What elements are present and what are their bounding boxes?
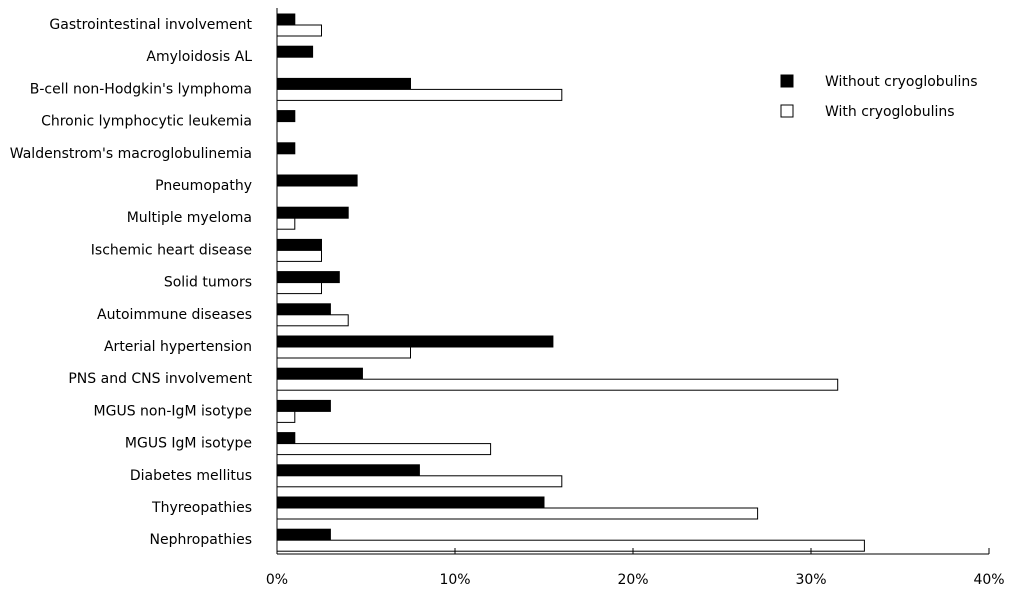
- category-label: Gastrointestinal involvement: [49, 17, 252, 33]
- bar-with-cryoglobulins: [276, 217, 296, 230]
- bar-without-cryoglobulins: [276, 464, 420, 477]
- legend-label: With cryoglobulins: [825, 104, 955, 120]
- legend: Without cryoglobulins With cryoglobulins: [780, 74, 978, 120]
- category-label: Waldenstrom's macroglobulinemia: [10, 146, 252, 162]
- category-label: Amyloidosis AL: [146, 49, 252, 65]
- bar-with-cryoglobulins: [276, 88, 563, 101]
- bar-without-cryoglobulins: [276, 77, 411, 90]
- category-label: PNS and CNS involvement: [68, 371, 252, 387]
- bar-without-cryoglobulins: [276, 206, 349, 219]
- category-label: Autoimmune diseases: [97, 307, 252, 323]
- bar-with-cryoglobulins: [276, 282, 322, 295]
- bar-with-cryoglobulins: [276, 249, 322, 262]
- bar-with-cryoglobulins: [276, 410, 296, 423]
- bar-without-cryoglobulins: [276, 399, 331, 412]
- bar-without-cryoglobulins: [276, 496, 545, 509]
- bar-without-cryoglobulins: [276, 110, 296, 123]
- category-label: Multiple myeloma: [127, 210, 252, 226]
- bar-without-cryoglobulins: [276, 432, 296, 445]
- bar-with-cryoglobulins: [276, 443, 492, 456]
- x-axis: 0% 10% 20% 30% 40%: [266, 8, 1005, 588]
- x-tick-label: 0%: [266, 572, 288, 588]
- category-label: Ischemic heart disease: [91, 242, 252, 258]
- bar-without-cryoglobulins: [276, 238, 322, 251]
- category-label: B-cell non-Hodgkin's lymphoma: [30, 81, 252, 97]
- bar-without-cryoglobulins: [276, 271, 340, 284]
- category-label: Diabetes mellitus: [130, 468, 252, 484]
- bar-with-cryoglobulins: [276, 24, 322, 37]
- bar-with-cryoglobulins: [276, 539, 865, 552]
- x-tick-label: 40%: [973, 572, 1004, 588]
- bar-without-cryoglobulins: [276, 45, 314, 58]
- category-label: Chronic lymphocytic leukemia: [41, 114, 252, 130]
- x-tick-label: 10%: [439, 572, 470, 588]
- legend-label: Without cryoglobulins: [825, 74, 978, 90]
- bar-with-cryoglobulins: [276, 475, 563, 488]
- bar-without-cryoglobulins: [276, 174, 358, 187]
- bar-without-cryoglobulins: [276, 528, 331, 541]
- bar-with-cryoglobulins: [276, 314, 349, 327]
- category-label: Nephropathies: [150, 532, 252, 548]
- bars-group: [276, 13, 865, 552]
- category-label: Pneumopathy: [155, 178, 252, 194]
- category-label: Thyreopathies: [151, 500, 252, 516]
- category-label: Solid tumors: [164, 275, 252, 291]
- bar-with-cryoglobulins: [276, 346, 411, 359]
- category-label: MGUS non-IgM isotype: [94, 403, 252, 419]
- bar-without-cryoglobulins: [276, 367, 363, 380]
- bar-without-cryoglobulins: [276, 142, 296, 155]
- x-tick-label: 30%: [795, 572, 826, 588]
- legend-swatch: [780, 104, 794, 118]
- bar-with-cryoglobulins: [276, 378, 839, 391]
- bar-with-cryoglobulins: [276, 507, 759, 520]
- bar-without-cryoglobulins: [276, 335, 554, 348]
- bar-without-cryoglobulins: [276, 303, 331, 316]
- bar-without-cryoglobulins: [276, 13, 296, 26]
- category-label: Arterial hypertension: [104, 339, 252, 355]
- category-labels: Gastrointestinal involvement Amyloidosis …: [10, 17, 253, 548]
- x-tick-label: 20%: [617, 572, 648, 588]
- legend-swatch: [780, 74, 794, 88]
- category-label: MGUS IgM isotype: [125, 436, 252, 452]
